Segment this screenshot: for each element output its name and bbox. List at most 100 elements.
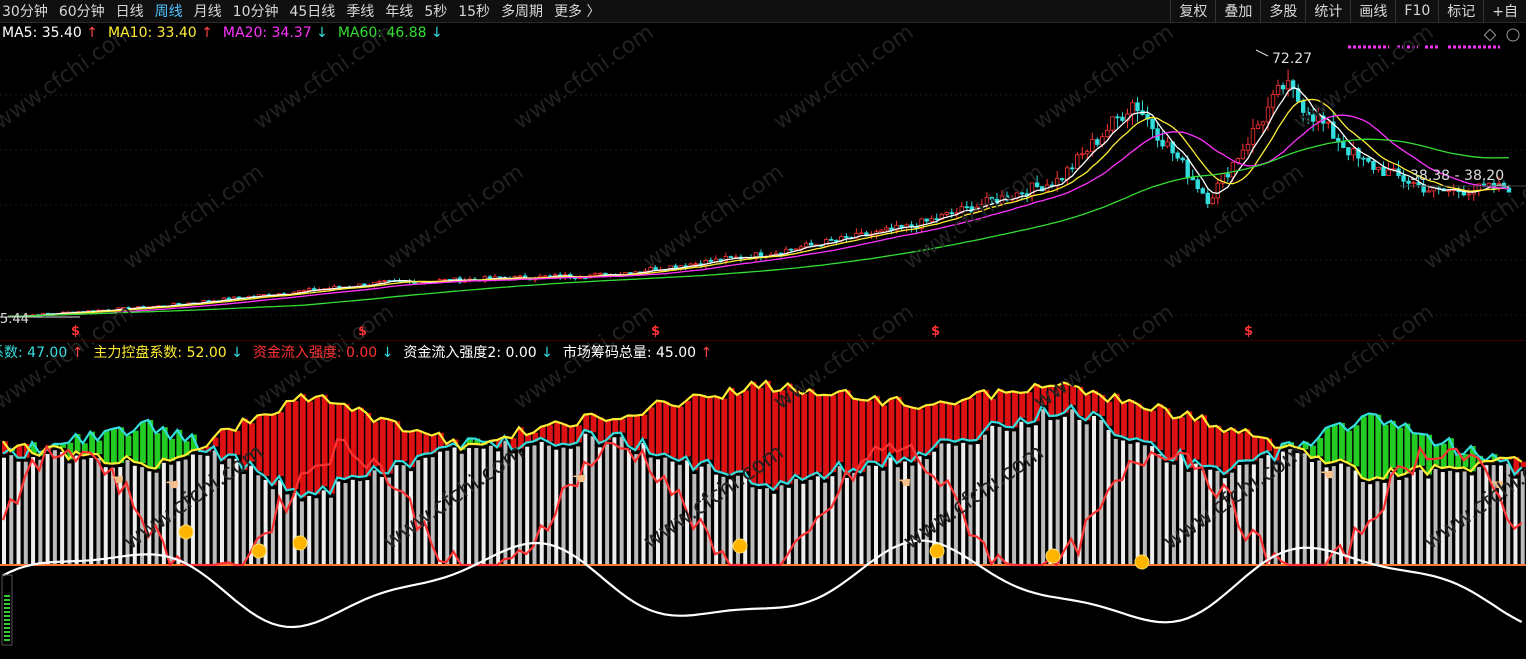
tool-button-5[interactable]: F10 xyxy=(1395,0,1438,22)
chip-bar-158 xyxy=(1150,446,1155,565)
coef-line xyxy=(2,402,1523,499)
tab-period-6[interactable]: 45日线 xyxy=(289,4,336,20)
flow-bar-72 xyxy=(525,435,532,443)
chip-bar-90 xyxy=(656,459,660,565)
tool-button-0[interactable]: 复权 xyxy=(1170,0,1215,22)
candle-body-158 xyxy=(798,246,804,250)
candle-body-34 xyxy=(176,302,181,305)
candle-body-248 xyxy=(1250,128,1256,145)
chip-bar-154 xyxy=(1121,440,1126,565)
flow-bar-187 xyxy=(1360,416,1367,478)
chip-bar-139 xyxy=(1012,431,1017,565)
chip-bar-65 xyxy=(474,447,479,565)
chip-bar-99 xyxy=(721,476,726,565)
chip-bar-73 xyxy=(532,445,537,565)
candle-body-291 xyxy=(1466,193,1472,196)
chip-bar-28 xyxy=(205,455,210,565)
dividend-marker-4: $ xyxy=(1244,324,1253,339)
flow-bar-135 xyxy=(983,390,989,431)
chip-bar-54 xyxy=(394,465,399,565)
chip-bar-30 xyxy=(220,464,224,565)
candle-body-228 xyxy=(1150,118,1155,130)
flow-bar-74 xyxy=(539,426,546,438)
flow-bar-115 xyxy=(837,391,844,463)
flow-bar-36 xyxy=(263,414,270,476)
sub-legend-item-3-arrow: ↓ xyxy=(541,345,553,361)
chip-bar-166 xyxy=(1208,469,1213,565)
candle-body-256 xyxy=(1290,80,1296,90)
flow-bar-83 xyxy=(605,420,611,441)
gauge-tick-1 xyxy=(4,599,10,601)
tab-period-10[interactable]: 15秒 xyxy=(458,4,491,20)
flow-bar-171 xyxy=(1244,429,1251,461)
dividend-marker-1: $ xyxy=(358,324,367,339)
candle-body-187 xyxy=(944,212,949,215)
candle-body-175 xyxy=(884,227,889,231)
flow-bar-102 xyxy=(743,390,750,472)
tool-button-2[interactable]: 多股 xyxy=(1260,0,1305,22)
chip-bar-18 xyxy=(132,465,137,565)
chip-bar-188 xyxy=(1368,484,1373,565)
flow-bar-81 xyxy=(590,413,597,433)
candle-body-117 xyxy=(593,273,598,276)
sub-legend-item-2: 资金流入强度: 0.00 ↓ xyxy=(252,345,394,361)
flow-bar-75 xyxy=(547,424,553,442)
flow-bar-139 xyxy=(1012,391,1018,428)
flow-bar-183 xyxy=(1331,425,1338,463)
flow-bar-168 xyxy=(1222,432,1229,475)
flow-bar-118 xyxy=(859,399,866,473)
chip-bar-12 xyxy=(89,457,94,565)
tab-period-2[interactable]: 日线 xyxy=(115,4,144,20)
tab-period-5[interactable]: 10分钟 xyxy=(232,4,279,20)
flow-bar-110 xyxy=(801,393,808,480)
chip-bar-160 xyxy=(1164,462,1169,565)
chip-bar-0 xyxy=(2,457,6,565)
chip-bar-107 xyxy=(779,485,784,565)
chip-bar-186 xyxy=(1353,470,1358,565)
tool-button-3[interactable]: 统计 xyxy=(1305,0,1350,22)
flow-bar-79 xyxy=(576,425,582,443)
tab-period-1[interactable]: 60分钟 xyxy=(58,4,105,20)
candle-body-267 xyxy=(1346,147,1351,156)
flow-bar-164 xyxy=(1193,420,1200,460)
chip-bar-96 xyxy=(699,466,704,565)
candle-body-278 xyxy=(1401,175,1406,182)
tab-period-9[interactable]: 5秒 xyxy=(424,4,448,20)
chip-bar-144 xyxy=(1048,420,1053,565)
flow-bar-77 xyxy=(561,423,568,444)
flow-bar-193 xyxy=(1404,423,1411,474)
flow-bar-38 xyxy=(278,412,284,477)
flow-bar-18 xyxy=(132,430,139,462)
tool-button-1[interactable]: 叠加 xyxy=(1215,0,1260,22)
chip-bar-152 xyxy=(1106,429,1111,565)
chip-bar-69 xyxy=(503,440,508,565)
tab-period-3[interactable]: 周线 xyxy=(154,4,183,20)
chip-bar-44 xyxy=(321,490,326,565)
chip-bar-122 xyxy=(888,457,893,565)
tab-period-7[interactable]: 季线 xyxy=(346,4,375,20)
flow-bar-55 xyxy=(401,431,408,462)
tab-period-12[interactable]: 更多 〉 xyxy=(554,4,601,20)
tab-period-11[interactable]: 多周期 xyxy=(501,4,544,20)
chip-bar-147 xyxy=(1070,409,1075,565)
tab-period-4[interactable]: 月线 xyxy=(193,4,222,20)
candle-body-240 xyxy=(1210,197,1215,205)
chip-bar-109 xyxy=(794,478,799,565)
sub-legend-item-2-arrow: ↓ xyxy=(381,345,394,361)
hand-icon-0: ☚ xyxy=(110,470,124,489)
chip-bar-27 xyxy=(198,454,203,565)
tool-button-7[interactable]: +自 xyxy=(1483,0,1526,22)
chip-bar-164 xyxy=(1193,463,1198,565)
flow-bar-64 xyxy=(467,438,473,445)
flow-bar-33 xyxy=(241,418,248,470)
candle-body-243 xyxy=(1225,173,1231,178)
tab-period-8[interactable]: 年线 xyxy=(385,4,414,20)
flow-bar-197 xyxy=(1433,445,1440,465)
tool-button-4[interactable]: 画线 xyxy=(1350,0,1395,22)
control-coef-line xyxy=(2,379,1523,482)
candle-body-170 xyxy=(859,232,864,235)
tool-button-6[interactable]: 标记 xyxy=(1438,0,1483,22)
tab-period-0[interactable]: 30分钟 xyxy=(2,4,48,20)
flow-bar-161 xyxy=(1171,418,1178,461)
